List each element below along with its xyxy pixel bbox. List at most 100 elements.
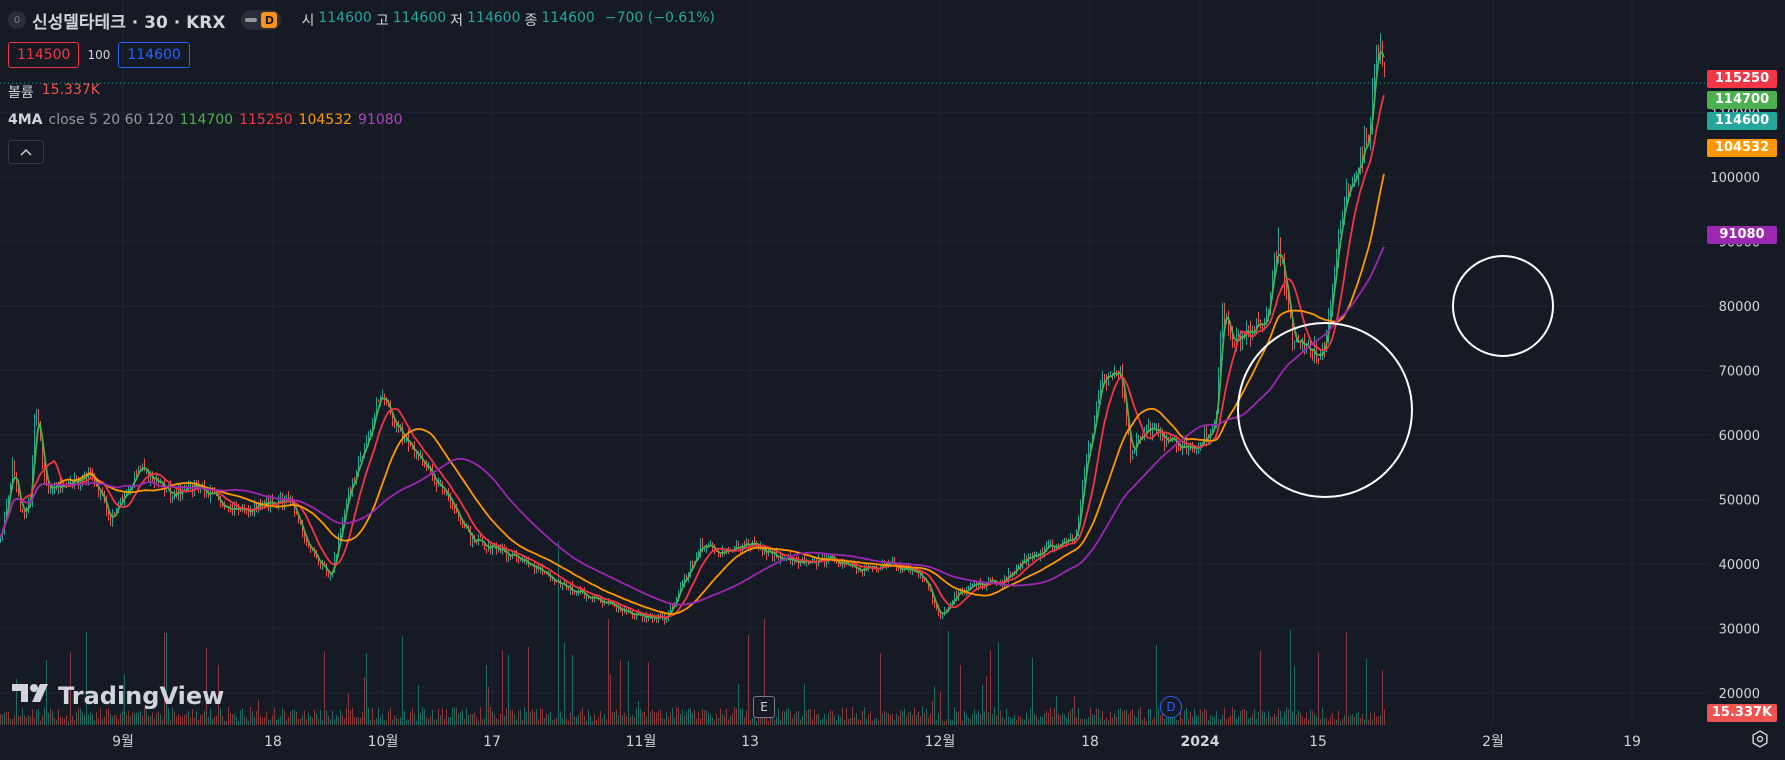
- volume-bar: [1384, 709, 1385, 725]
- annotation-circle[interactable]: [1237, 322, 1413, 498]
- volume-bar: [554, 718, 555, 725]
- symbol-title[interactable]: 신성델타테크 · 30 · KRX: [32, 12, 226, 33]
- volume-bar: [28, 715, 29, 725]
- volume-bar: [304, 710, 305, 725]
- volume-bar: [1376, 716, 1377, 725]
- volume-bar: [976, 713, 977, 725]
- volume-bar: [1268, 710, 1269, 725]
- volume-bar: [132, 712, 133, 725]
- volume-bar: [176, 716, 177, 725]
- volume-bar: [600, 710, 601, 725]
- volume-bar: [854, 717, 855, 725]
- collapse-legend-button[interactable]: [8, 140, 44, 164]
- volume-bar: [30, 716, 31, 725]
- volume-bar: [696, 718, 697, 725]
- volume-bar: [1052, 716, 1053, 725]
- volume-bar: [874, 718, 875, 725]
- volume-bar: [334, 719, 335, 725]
- volume-bar: [1058, 713, 1059, 725]
- volume-bar: [956, 712, 957, 725]
- volume-bar: [372, 708, 373, 725]
- volume-bar: [510, 709, 511, 725]
- sell-button[interactable]: 114500: [8, 42, 80, 68]
- volume-bar: [1128, 713, 1129, 725]
- volume-bar: [486, 665, 487, 725]
- volume-bar: [1218, 718, 1219, 725]
- volume-bar: [692, 713, 693, 725]
- volume-bar: [928, 717, 929, 725]
- volume-bar: [660, 709, 661, 725]
- volume-bar: [1066, 718, 1067, 725]
- volume-bar: [1214, 716, 1215, 725]
- dividend-event-icon[interactable]: D: [1160, 696, 1182, 718]
- volume-bar: [566, 718, 567, 725]
- chevron-up-icon: [20, 144, 32, 160]
- annotation-circle[interactable]: [1452, 255, 1554, 357]
- volume-bar: [1188, 718, 1189, 725]
- volume-bar: [1216, 710, 1217, 725]
- volume-bar: [1326, 717, 1327, 725]
- volume-bar: [1032, 657, 1033, 725]
- volume-bar: [242, 708, 243, 725]
- y-tick-label: 60000: [1719, 429, 1760, 444]
- volume-bar: [440, 715, 441, 725]
- symbol-status-badge[interactable]: 0: [8, 11, 26, 29]
- x-tick-label: 18: [264, 734, 282, 750]
- volume-bar: [494, 714, 495, 725]
- open-value: 114600: [318, 10, 372, 26]
- volume-legend[interactable]: 볼륨 15.337K: [8, 82, 100, 102]
- volume-bar: [548, 715, 549, 725]
- volume-bar: [676, 707, 677, 725]
- earnings-event-icon[interactable]: E: [753, 696, 775, 718]
- volume-bar: [158, 711, 159, 725]
- volume-bar: [502, 650, 503, 725]
- volume-bar: [852, 707, 853, 725]
- market-status-pill[interactable]: D: [241, 10, 282, 30]
- volume-bar: [1122, 711, 1123, 725]
- volume-bar: [840, 716, 841, 725]
- x-tick-label: 9월: [112, 734, 134, 750]
- volume-bar: [52, 711, 53, 725]
- volume-bar: [346, 707, 347, 725]
- chart-settings-button[interactable]: [1751, 730, 1769, 753]
- ma-legend[interactable]: 4MA close 5 20 60 120 114700 115250 1045…: [8, 112, 403, 128]
- volume-bar: [36, 710, 37, 725]
- volume-bar: [326, 710, 327, 725]
- volume-bar: [476, 717, 477, 725]
- volume-bar: [274, 708, 275, 725]
- volume-bar: [198, 720, 199, 725]
- volume-bar: [924, 712, 925, 725]
- volume-bar: [430, 716, 431, 725]
- volume-bar: [804, 683, 805, 725]
- volume-bar: [1038, 719, 1039, 725]
- volume-bar: [116, 715, 117, 725]
- volume-bar: [444, 718, 445, 725]
- volume-bar: [1320, 719, 1321, 725]
- volume-bar: [276, 720, 277, 725]
- tradingview-logo[interactable]: TradingView: [12, 682, 224, 710]
- volume-bar: [448, 716, 449, 725]
- volume-axis-label: 15.337K: [1707, 704, 1777, 722]
- volume-bar: [62, 717, 63, 725]
- volume-bar: [556, 718, 557, 725]
- volume-bar: [940, 691, 941, 725]
- volume-bar: [778, 708, 779, 725]
- volume-bar: [376, 718, 377, 725]
- market-status-badge: D: [261, 12, 278, 28]
- volume-bar: [614, 711, 615, 725]
- volume-bar: [1338, 710, 1339, 725]
- volume-bar: [370, 720, 371, 725]
- buy-button[interactable]: 114600: [118, 42, 190, 68]
- volume-bar: [512, 709, 513, 725]
- volume-bar: [816, 714, 817, 725]
- volume-bar: [104, 716, 105, 725]
- volume-bar: [192, 708, 193, 725]
- volume-bar: [1340, 720, 1341, 725]
- volume-bar: [830, 709, 831, 725]
- volume-bar: [640, 708, 641, 725]
- volume-bar: [756, 720, 757, 725]
- volume-bar: [768, 720, 769, 725]
- volume-bar: [1150, 708, 1151, 725]
- volume-bar: [282, 708, 283, 725]
